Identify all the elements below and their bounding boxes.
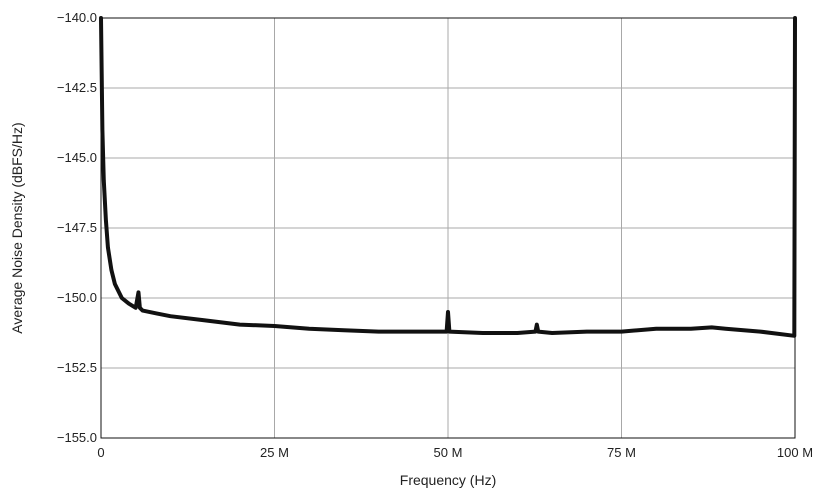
y-tick-label: −142.5 (57, 80, 97, 95)
series-layer (99, 16, 797, 338)
x-tick-label: 50 M (434, 445, 463, 460)
y-tick-label: −147.5 (57, 220, 97, 235)
y-tick-label: −155.0 (57, 430, 97, 445)
gridlines (100, 17, 796, 439)
x-tick-label: 100 M (777, 445, 813, 460)
x-axis-label: Frequency (Hz) (400, 472, 496, 488)
y-tick-label: −145.0 (57, 150, 97, 165)
x-tick-label: 75 M (607, 445, 636, 460)
y-axis-ticks: −155.0 −152.5 −150.0 −147.5 −145.0 −142.5 −140… (57, 10, 97, 445)
y-axis-label: Average Noise Density (dBFS/Hz) (9, 122, 25, 333)
y-tick-label: −150.0 (57, 290, 97, 305)
noise-density-series-line (99, 16, 797, 338)
y-tick-label: −152.5 (57, 360, 97, 375)
x-tick-label: 0 (97, 445, 104, 460)
x-tick-label: 25 M (260, 445, 289, 460)
x-axis-ticks: 0 25 M 50 M 75 M 100 M (97, 445, 813, 460)
y-tick-label: −140.0 (57, 10, 97, 25)
